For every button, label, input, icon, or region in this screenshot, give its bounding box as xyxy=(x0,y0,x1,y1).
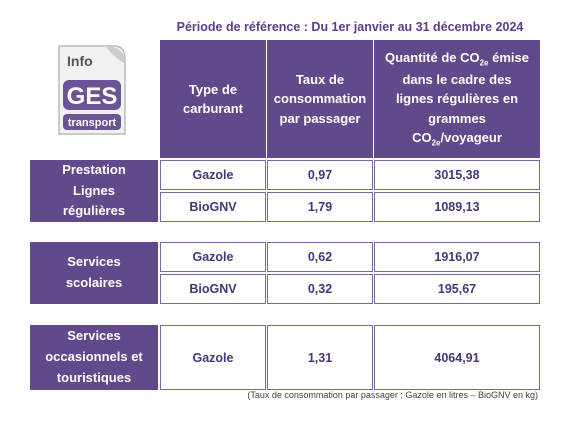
logo-transport: transport xyxy=(68,117,117,129)
data-cell: 1,79 xyxy=(267,192,373,222)
data-cell: Gazole xyxy=(160,242,266,272)
header-cell: Quantité de CO2e émise dans le cadre des… xyxy=(374,40,540,158)
data-cell: 1916,07 xyxy=(374,242,540,272)
title: Période de référence : Du 1er janvier au… xyxy=(176,20,524,34)
footnote: (Taux de consommation par passager : Gaz… xyxy=(247,390,538,400)
data-cell: 1,31 xyxy=(267,325,373,390)
logo-info: Info xyxy=(67,53,93,69)
data-cell: 0,32 xyxy=(267,274,373,304)
logo: Info GES transport xyxy=(58,45,126,135)
group-label: Services occasionnels et touristiques xyxy=(30,325,158,390)
header-text: 2e xyxy=(479,58,489,68)
data-cell: BioGNV xyxy=(160,192,266,222)
data-cell: 195,67 xyxy=(374,274,540,304)
header-text: 2e xyxy=(431,138,441,148)
header-text: Quantité de CO xyxy=(384,50,480,66)
header-text: Type de carburant xyxy=(183,81,243,117)
data-cell: 1089,13 xyxy=(374,192,540,222)
data-cell: 4064,91 xyxy=(374,325,540,390)
header-text: /voyageur xyxy=(440,130,502,146)
data-cell: 0,97 xyxy=(267,160,373,190)
group-label: Prestation Lignes régulières xyxy=(30,160,158,222)
group-label: Services scolaires xyxy=(30,242,158,304)
header-cell: Type de carburant xyxy=(160,40,266,158)
data-cell: Gazole xyxy=(160,160,266,190)
header-cell: Taux de consommation par passager xyxy=(267,40,373,158)
header-text: émise dans le cadre des lignes régulière… xyxy=(395,50,529,146)
data-cell: BioGNV xyxy=(160,274,266,304)
data-cell: Gazole xyxy=(160,325,266,390)
logo-ges: GES xyxy=(67,83,118,110)
data-cell: 0,62 xyxy=(267,242,373,272)
data-cell: 3015,38 xyxy=(374,160,540,190)
header-text: Taux de consommation par passager xyxy=(273,71,367,126)
